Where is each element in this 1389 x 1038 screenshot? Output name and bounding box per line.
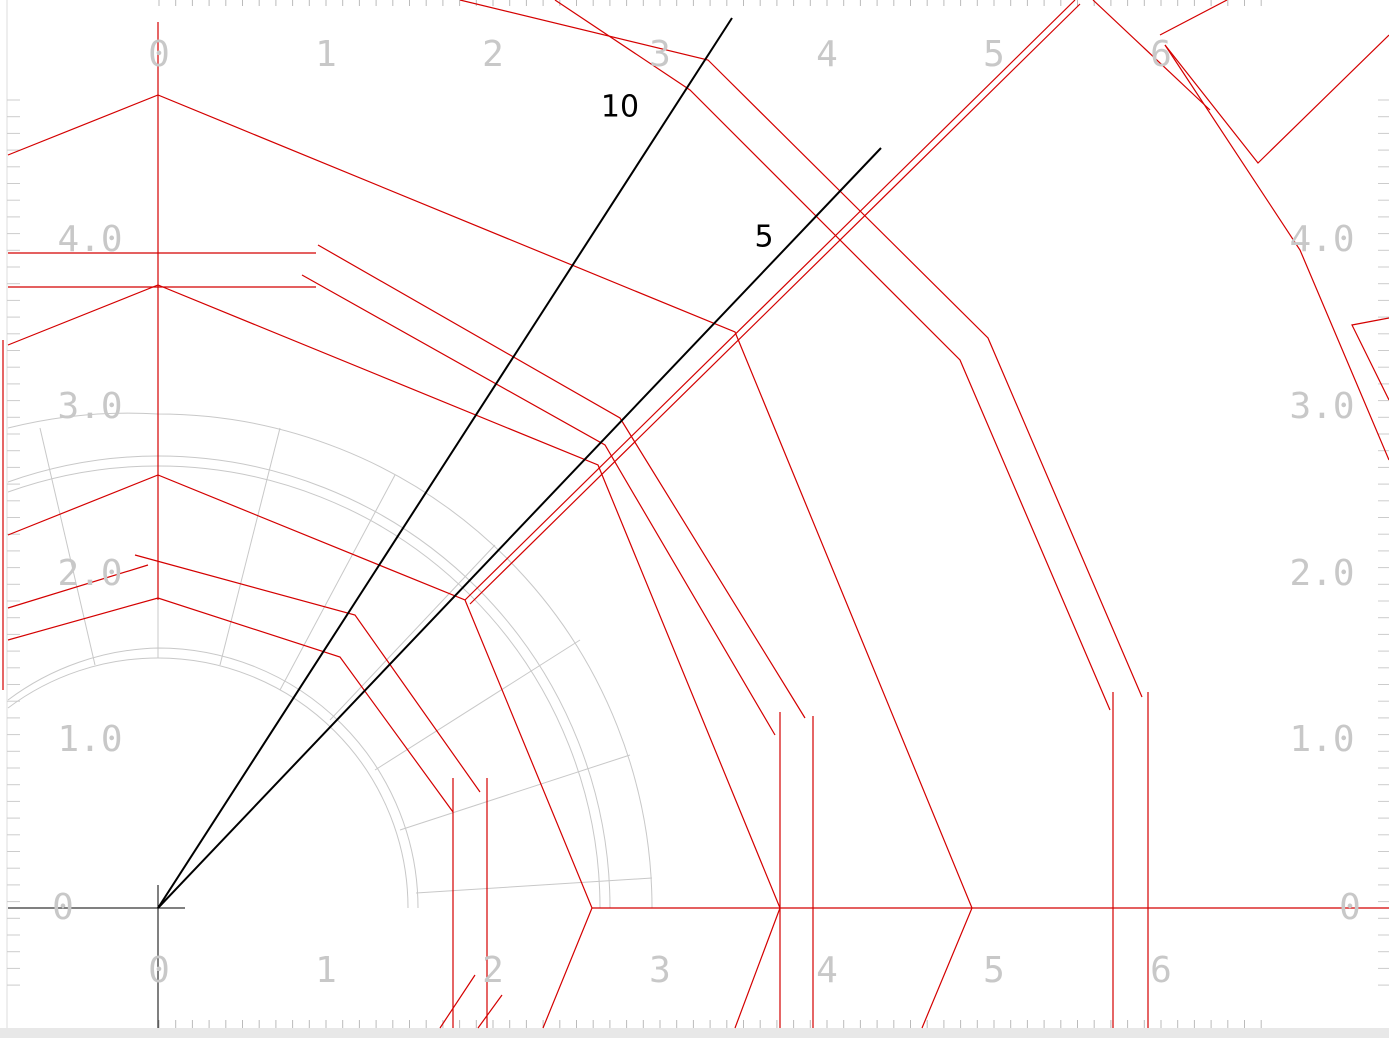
ruler-label: 2.0 xyxy=(57,553,122,594)
ruler-label: 1.0 xyxy=(1289,719,1354,760)
ruler-label: 3 xyxy=(649,950,671,991)
ruler-label: 1 xyxy=(315,950,337,991)
ruler-label: 1 xyxy=(315,34,337,75)
status-bar xyxy=(0,1028,1389,1038)
ruler-label: 0 xyxy=(52,887,74,928)
ruler-label: 2.0 xyxy=(1289,553,1354,594)
ruler-label: 5 xyxy=(983,34,1005,75)
ruler-label: 4.0 xyxy=(57,219,122,260)
ruler-label: 1.0 xyxy=(57,719,122,760)
angle-label: 10 xyxy=(601,90,639,125)
ruler-label: 3.0 xyxy=(57,386,122,427)
ruler-label: 4 xyxy=(816,950,838,991)
ruler-label: 2 xyxy=(482,34,504,75)
ruler-ticks xyxy=(7,0,1389,1028)
ruler-label: 6 xyxy=(1150,34,1172,75)
ruler-label: 3 xyxy=(649,34,671,75)
ruler-label: 2 xyxy=(482,950,504,991)
wireframe xyxy=(7,412,653,909)
ruler-label: 0 xyxy=(148,950,170,991)
ruler-label: 6 xyxy=(1150,950,1172,991)
axes xyxy=(8,17,882,1028)
ruler-label: 3.0 xyxy=(1289,386,1354,427)
angle-label: 5 xyxy=(754,220,773,255)
ruler-label: 5 xyxy=(983,950,1005,991)
ruler-label: 0 xyxy=(1339,887,1361,928)
ruler-label: 0 xyxy=(148,34,170,75)
ruler-labels: 0 1 2 3 4 5 6 0 1 2 3 4 5 6 4.0 3.0 2.0 1.0 0 4.0 3.0 2.0 1.0 0 xyxy=(52,34,1361,991)
ruler-label: 4 xyxy=(816,34,838,75)
ruler-label: 4.0 xyxy=(1289,219,1354,260)
